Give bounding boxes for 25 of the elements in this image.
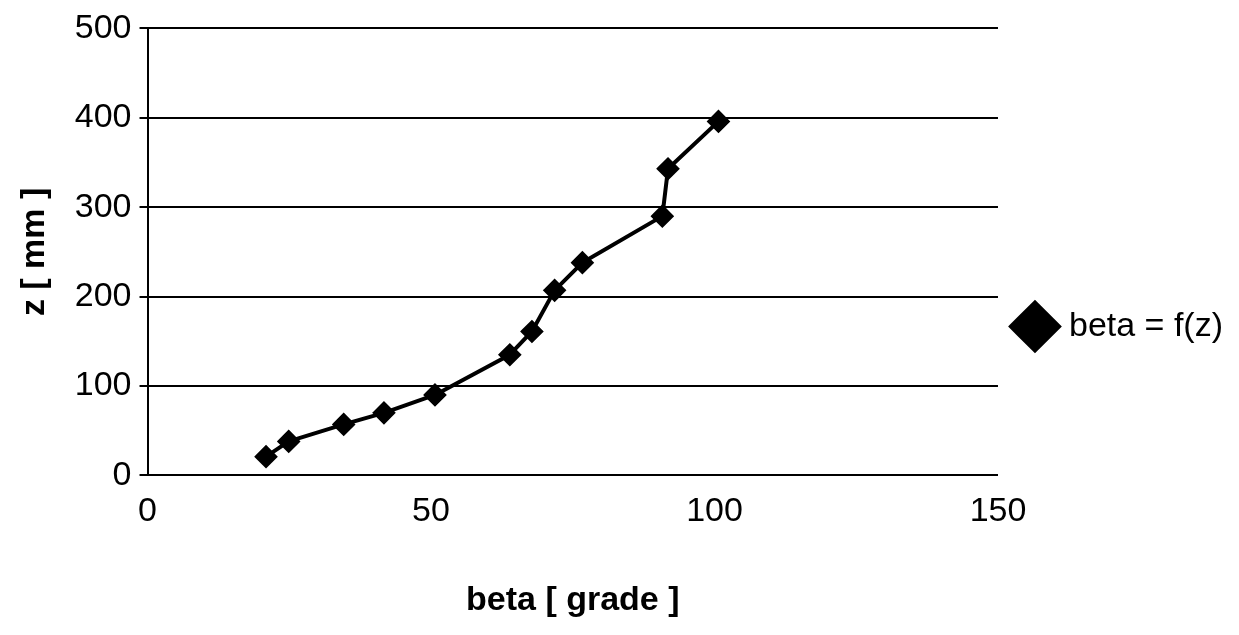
y-tick-label: 0 — [112, 453, 132, 492]
x-tick-label: 0 — [138, 490, 157, 529]
point — [255, 445, 278, 468]
point — [332, 413, 355, 436]
point — [571, 251, 594, 274]
y-tick-label: 100 — [74, 364, 132, 403]
point — [498, 343, 521, 366]
y-axis-title: z [ mm ] — [12, 187, 51, 317]
x-tick-label: 150 — [969, 490, 1027, 529]
point — [543, 279, 566, 302]
y-tick-label: 300 — [74, 185, 132, 224]
x-axis-title: beta [ grade ] — [466, 578, 680, 617]
point — [651, 205, 674, 228]
x-tick-label: 100 — [686, 490, 743, 529]
y-tick-label: 200 — [74, 274, 132, 313]
point — [372, 401, 395, 424]
point — [657, 157, 680, 180]
point — [520, 320, 543, 343]
legend-label: beta = f(z) — [1068, 304, 1223, 343]
x-tick-label: 50 — [412, 490, 450, 529]
point — [277, 430, 300, 453]
point — [423, 383, 446, 406]
point — [707, 110, 730, 133]
y-tick-label: 500 — [74, 6, 132, 45]
y-tick-label: 400 — [74, 96, 132, 135]
